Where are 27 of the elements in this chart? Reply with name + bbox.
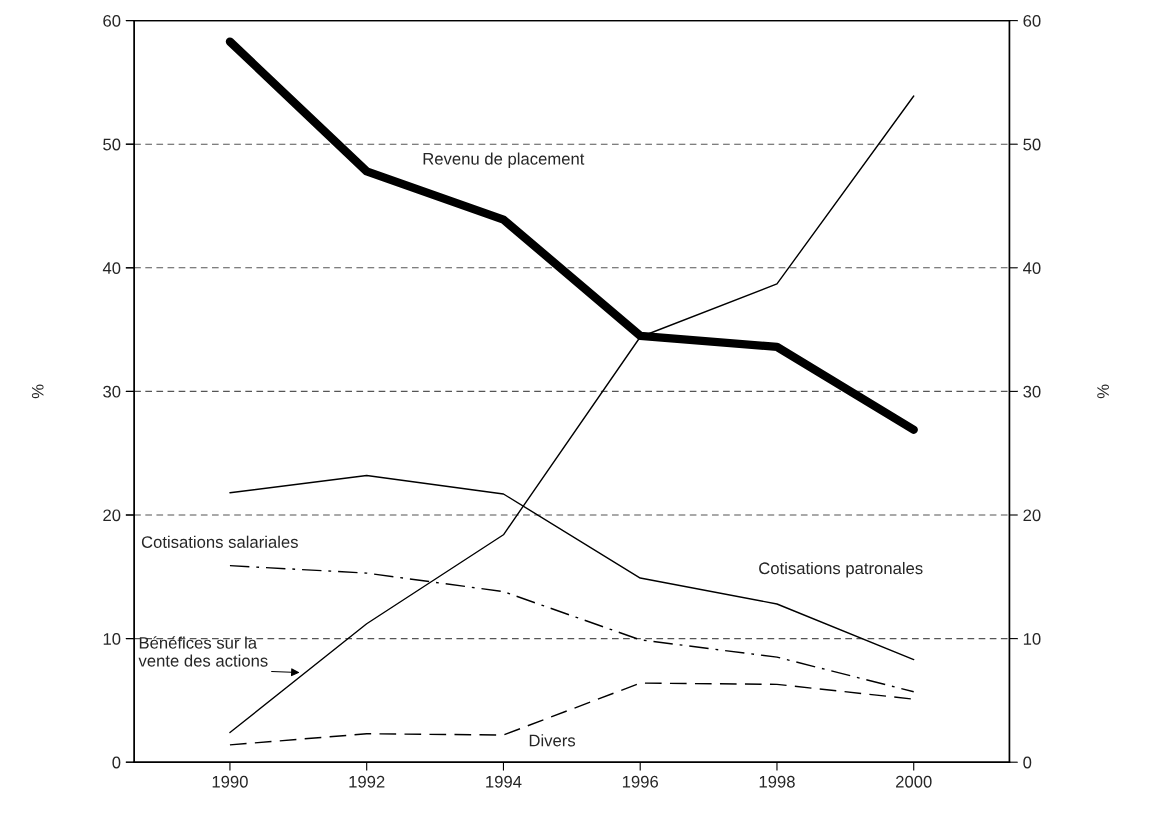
y2-tick-label: 20 [1023, 509, 1041, 522]
x-tick-label: 2000 [896, 775, 932, 788]
y-tick-label: 50 [103, 138, 121, 151]
x-tick-label: 1996 [622, 775, 659, 788]
x-tick-label: 1998 [759, 775, 795, 788]
x-tick-label: 1990 [212, 775, 248, 788]
y-tick-label: 60 [103, 15, 121, 27]
y2-tick-label: 0 [1023, 756, 1032, 769]
y-tick-label: 0 [112, 756, 121, 769]
y2-tick-label: 60 [1023, 15, 1041, 27]
series-label: Divers [529, 734, 576, 747]
y-tick-label: 10 [103, 633, 121, 645]
series-label: Revenu de placement [423, 152, 585, 169]
y-tick-label: 20 [103, 509, 121, 522]
series-label: Cotisations patronales [759, 561, 923, 578]
series-label: Bénéfices sur la vente des actions [138, 636, 268, 667]
y2-tick-label: 50 [1023, 138, 1041, 151]
y-tick-label: 40 [102, 262, 121, 274]
y2-axis-title: % [1097, 384, 1109, 399]
y2-tick-label: 40 [1023, 262, 1041, 274]
y-tick-label: 30 [103, 385, 121, 398]
x-tick-label: 1994 [486, 775, 522, 788]
y-axis-title: % [31, 384, 44, 399]
series-label: Cotisations salariales [141, 535, 298, 548]
x-tick-label: 1992 [349, 775, 385, 788]
y2-tick-label: 30 [1023, 385, 1041, 398]
y2-tick-label: 10 [1023, 633, 1041, 645]
